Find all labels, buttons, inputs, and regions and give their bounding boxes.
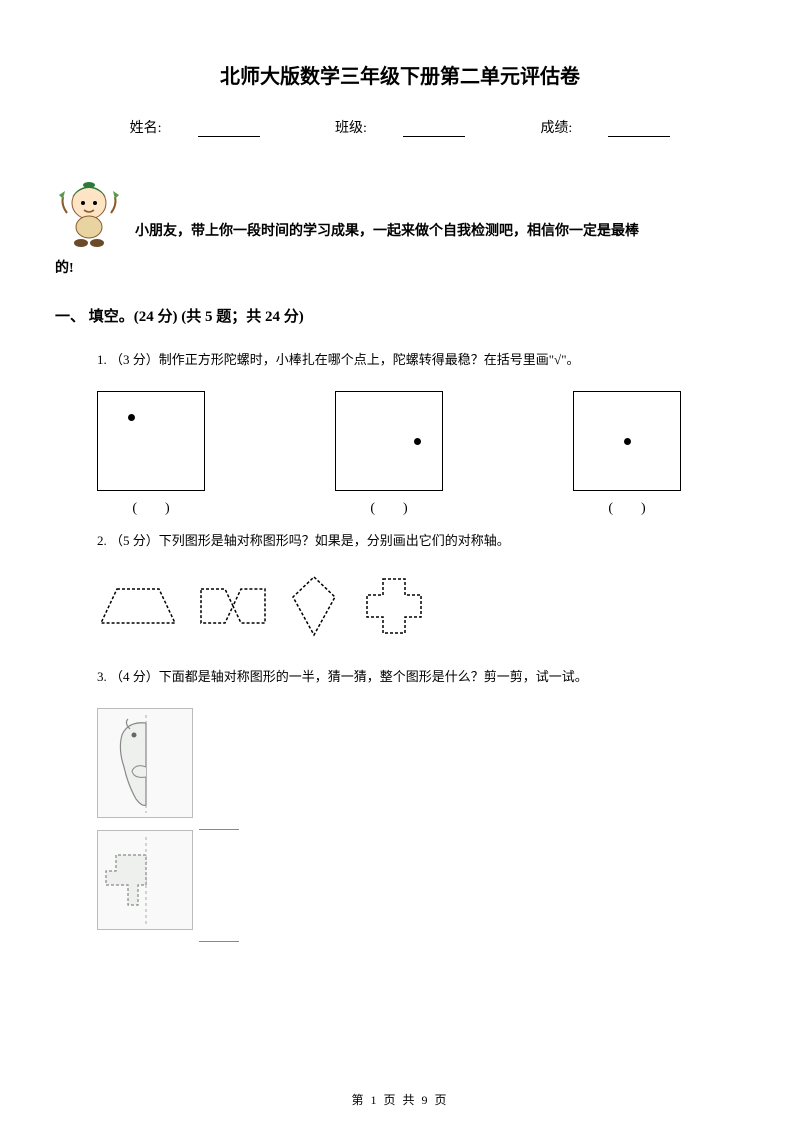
q1-option-3: () — [573, 391, 681, 517]
q3-answer-2[interactable] — [199, 941, 239, 942]
question-3: 3. （4 分）下面都是轴对称图形的一半，猜一猜，整个图形是什么？剪一剪，试一试… — [97, 665, 745, 688]
score-blank[interactable] — [608, 123, 670, 137]
question-1: 1. （3 分）制作正方形陀螺时，小棒扎在哪个点上，陀螺转得最稳？在括号里画"√… — [97, 348, 745, 371]
dot-3 — [624, 438, 631, 445]
q1-squares-row: () () () — [97, 391, 745, 517]
dot-1 — [128, 414, 135, 421]
square-2 — [335, 391, 443, 491]
name-blank[interactable] — [198, 123, 260, 137]
cross-icon — [359, 573, 429, 639]
kite-icon — [287, 573, 341, 639]
q2-shapes-row — [97, 573, 745, 639]
q3-half-2 — [97, 830, 193, 930]
paren-3[interactable]: () — [573, 501, 681, 517]
intro-text-2: 的! — [55, 257, 745, 277]
q3-half-1 — [97, 708, 193, 818]
q1-option-2: () — [335, 391, 443, 517]
class-blank[interactable] — [403, 123, 465, 137]
square-3 — [573, 391, 681, 491]
q1-option-1: () — [97, 391, 205, 517]
intro-row: 小朋友，带上你一段时间的学习成果，一起来做个自我检测吧，相信你一定是最棒 — [55, 175, 745, 249]
trapezoid-icon — [97, 581, 179, 631]
q3-half-2-wrap — [55, 830, 745, 942]
q3-answer-1[interactable] — [199, 829, 239, 830]
student-info-row: 姓名: 班级: 成绩: — [55, 117, 745, 137]
class-label: 班级: — [317, 121, 483, 136]
page-title: 北师大版数学三年级下册第二单元评估卷 — [55, 60, 745, 89]
question-2: 2. （5 分）下列图形是轴对称图形吗？如果是，分别画出它们的对称轴。 — [97, 529, 745, 552]
score-label: 成绩: — [522, 121, 688, 136]
bowtie-icon — [197, 581, 269, 631]
name-label: 姓名: — [112, 121, 278, 136]
section-1-header: 一、 填空。(24 分) (共 5 题；共 24 分) — [55, 305, 745, 326]
paren-1[interactable]: () — [97, 501, 205, 517]
paren-2[interactable]: () — [335, 501, 443, 517]
dot-2 — [414, 438, 421, 445]
page-footer: 第 1 页 共 9 页 — [0, 1091, 800, 1108]
square-1 — [97, 391, 205, 491]
q3-half-1-wrap — [55, 708, 745, 830]
intro-text-1: 小朋友，带上你一段时间的学习成果，一起来做个自我检测吧，相信你一定是最棒 — [135, 215, 745, 249]
cartoon-child-icon — [55, 175, 123, 249]
